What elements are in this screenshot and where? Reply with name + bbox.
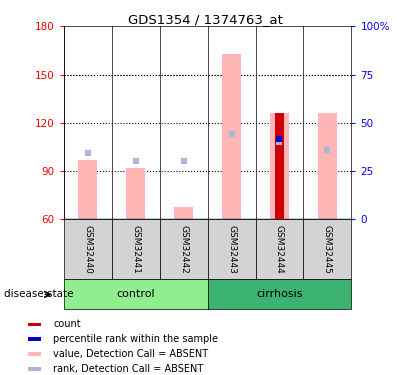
Bar	[303, 219, 351, 279]
Bar	[28, 322, 41, 326]
Text: percentile rank within the sample: percentile rank within the sample	[53, 334, 218, 344]
Bar	[28, 352, 41, 356]
Bar	[28, 367, 41, 370]
Text: GDS1354 / 1374763_at: GDS1354 / 1374763_at	[128, 13, 283, 26]
Bar	[174, 207, 193, 219]
Text: cirrhosis: cirrhosis	[256, 290, 303, 299]
Text: GSM32444: GSM32444	[275, 225, 284, 274]
Bar	[275, 113, 284, 219]
Text: rank, Detection Call = ABSENT: rank, Detection Call = ABSENT	[53, 364, 203, 374]
Text: GSM32442: GSM32442	[179, 225, 188, 274]
Bar	[112, 219, 159, 279]
Bar	[159, 219, 208, 279]
Bar	[208, 279, 351, 309]
Bar	[78, 160, 97, 219]
Bar	[256, 219, 303, 279]
Bar	[64, 219, 112, 279]
Text: control: control	[116, 290, 155, 299]
Bar	[64, 279, 208, 309]
Bar	[208, 219, 256, 279]
Text: GSM32441: GSM32441	[131, 225, 140, 274]
Text: GSM32440: GSM32440	[83, 225, 92, 274]
Bar	[270, 113, 289, 219]
Bar	[318, 113, 337, 219]
Text: disease state: disease state	[4, 290, 74, 299]
Text: count: count	[53, 319, 81, 329]
Text: GSM32443: GSM32443	[227, 225, 236, 274]
Bar	[28, 338, 41, 341]
Bar	[126, 168, 145, 219]
Bar	[222, 54, 241, 219]
Text: GSM32445: GSM32445	[323, 225, 332, 274]
Text: value, Detection Call = ABSENT: value, Detection Call = ABSENT	[53, 349, 208, 359]
